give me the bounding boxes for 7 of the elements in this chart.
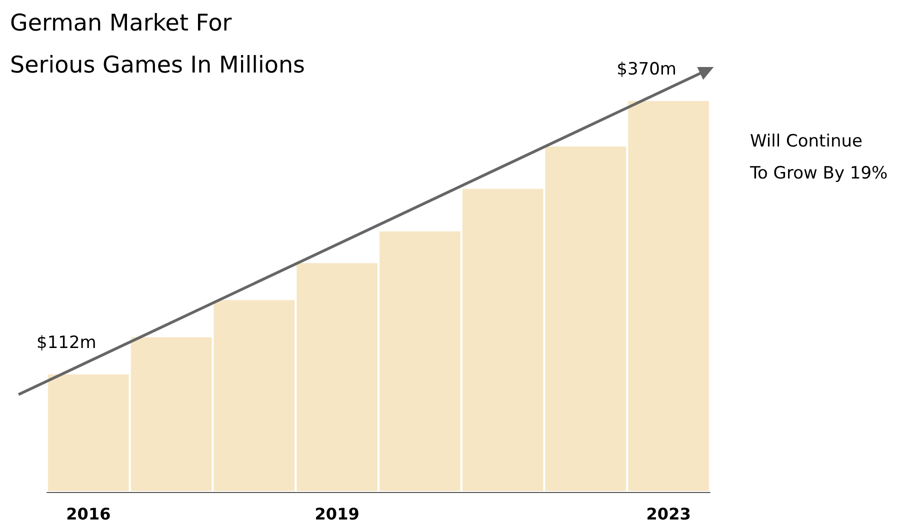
chart-title: German Market For Serious Games In Millions [10,10,306,78]
text: Will Continue To Grow By 19% [749,132,888,184]
data-label: $370m [616,60,676,80]
x-tick-label: 2019 [314,504,360,524]
x-tick-label: 2023 [646,504,691,524]
data-label: $112m [36,332,96,353]
x-tick-label: 2016 [66,504,111,524]
